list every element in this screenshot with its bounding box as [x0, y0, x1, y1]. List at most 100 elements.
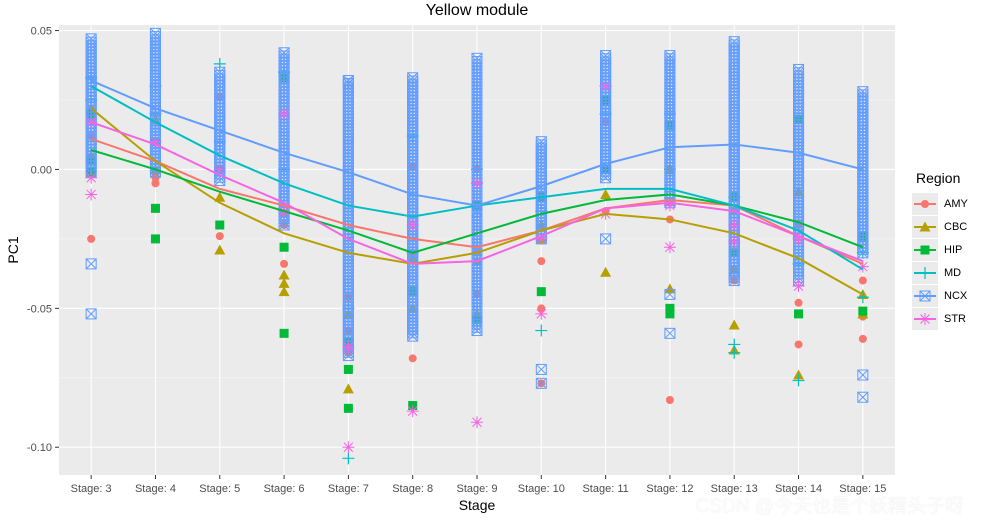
point-hip [215, 220, 225, 230]
x-tick-label: Stage: 15 [839, 483, 886, 495]
trend-line-str [90, 121, 864, 265]
point-md [792, 374, 805, 387]
point-str [85, 188, 98, 201]
point-str [856, 260, 869, 273]
point-ncx [600, 233, 612, 245]
y-tick-label: 0.00 [31, 164, 52, 176]
point-hip [150, 234, 160, 244]
point-str [792, 280, 805, 293]
x-tick-label: Stage: 14 [775, 483, 822, 495]
point-md [213, 57, 226, 70]
legend-label: AMY [944, 197, 968, 210]
point-str [728, 219, 741, 231]
legend-key [912, 261, 938, 284]
legend-key-marker [919, 290, 931, 301]
watermark: CSDN @今天也是个妖精头子呀 [695, 496, 964, 517]
x-tick-label: Stage: 9 [457, 483, 498, 495]
point-amy [858, 334, 867, 343]
point-cbc [600, 266, 612, 277]
legend-label: CBC [944, 220, 968, 233]
point-hip [150, 203, 160, 213]
legend: Region AMY CBC HIP MD NCX STR [912, 170, 968, 330]
point-ncx [407, 330, 419, 342]
point-str [149, 135, 162, 148]
point-str [406, 219, 419, 231]
point-ncx [857, 369, 869, 381]
point-ncx [85, 258, 97, 270]
point-str [535, 307, 548, 320]
point-hip [536, 287, 546, 297]
trend-line-cbc [90, 107, 864, 296]
point-str [535, 232, 548, 245]
x-tick-label: Stage: 11 [582, 483, 628, 495]
point-ncx [728, 275, 740, 287]
point-amy [151, 173, 160, 182]
point-hip [279, 328, 289, 338]
point-ncx [535, 377, 547, 389]
legend-key [912, 307, 938, 330]
chart-title: Yellow module [425, 2, 529, 19]
point-cbc [793, 369, 805, 380]
point-str [792, 232, 805, 245]
point-hip [665, 309, 675, 319]
point-str [278, 107, 291, 120]
point-cbc [214, 244, 226, 255]
legend-item-hip: HIP [912, 238, 968, 261]
point-str [406, 405, 419, 418]
point-amy [408, 354, 417, 363]
point-md [856, 291, 869, 304]
point-str [342, 441, 355, 454]
point-ncx [857, 247, 869, 259]
x-tick-label: Stage: 5 [199, 483, 240, 495]
x-axis-label: Stage [459, 497, 496, 513]
y-tick-label: -0.05 [27, 303, 52, 315]
point-amy [215, 232, 224, 241]
point-hip [794, 309, 804, 319]
x-tick-label: Stage: 3 [71, 483, 112, 495]
point-hip [858, 306, 868, 316]
legend-item-md: MD [912, 261, 968, 284]
point-str [663, 241, 676, 254]
point-cbc [278, 269, 290, 280]
point-md [342, 452, 355, 465]
point-str [85, 116, 98, 129]
point-str [599, 80, 612, 93]
legend-key-marker [921, 199, 929, 208]
legend-item-str: STR [912, 307, 968, 330]
point-amy [665, 396, 674, 404]
point-str [85, 171, 98, 184]
point-md [728, 338, 741, 351]
point-ncx [471, 325, 483, 337]
legend-item-cbc: CBC [912, 215, 968, 238]
point-str [213, 163, 226, 176]
legend-item-ncx: NCX [912, 284, 968, 307]
legend-key [912, 284, 938, 307]
point-cbc [278, 286, 290, 297]
point-hip [408, 287, 418, 297]
legend-key [912, 215, 938, 238]
point-amy [794, 298, 803, 307]
legend-key-marker [919, 312, 931, 325]
x-tick-label: Stage: 7 [328, 483, 369, 495]
y-tick-label: 0.05 [31, 26, 52, 38]
point-amy [87, 234, 96, 243]
point-ncx [600, 172, 612, 184]
legend-label: MD [944, 266, 962, 279]
legend-key-marker [920, 245, 930, 254]
point-cbc [342, 383, 354, 394]
x-tick-label: Stage: 6 [264, 483, 305, 495]
point-hip [665, 303, 675, 313]
point-hip [343, 364, 353, 374]
point-str [471, 416, 483, 429]
legend-label: STR [944, 312, 966, 325]
legend-label: NCX [944, 289, 968, 302]
point-cbc [728, 319, 740, 330]
point-amy [151, 179, 160, 188]
point-ncx [664, 327, 676, 339]
point-str [342, 341, 355, 354]
point-amy [280, 259, 289, 268]
point-cbc [600, 188, 612, 199]
point-str [663, 199, 676, 212]
